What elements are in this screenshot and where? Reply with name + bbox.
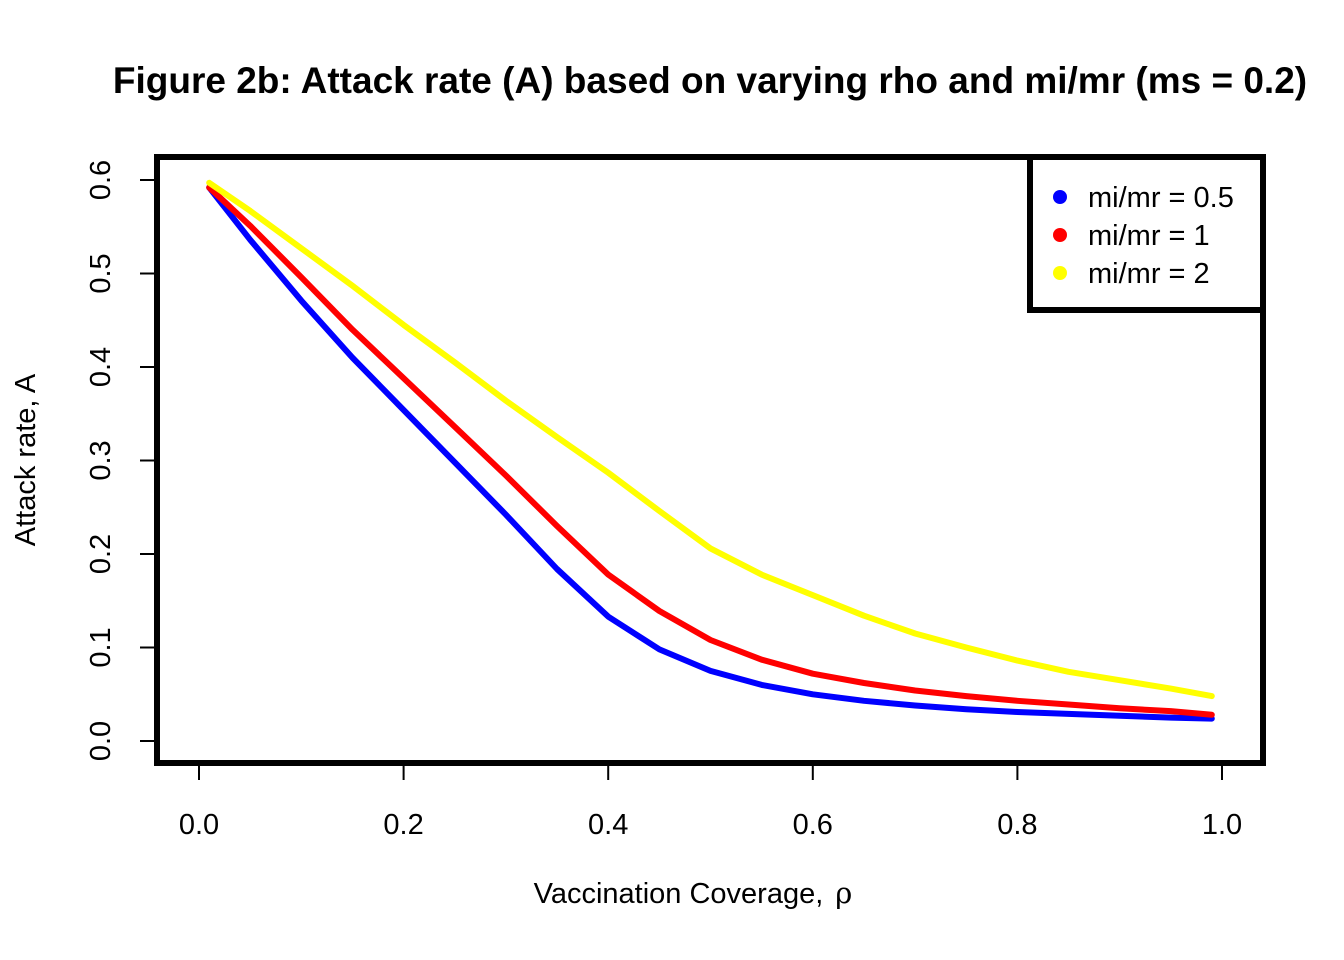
legend-label: mi/mr = 0.5 bbox=[1088, 182, 1234, 214]
y-tick-label: 0.1 bbox=[85, 627, 117, 667]
y-tick-label: 0.6 bbox=[85, 160, 117, 200]
y-tick-label: 0.5 bbox=[85, 253, 117, 293]
y-tick-label: 0.2 bbox=[85, 534, 117, 574]
x-tick-label: 0.4 bbox=[588, 809, 628, 841]
x-axis-label-symbol: ρ bbox=[835, 876, 852, 910]
x-axis-label-text: Vaccination Coverage, bbox=[534, 878, 824, 910]
y-axis-label: Attack rate, A bbox=[10, 373, 42, 546]
x-tick-label: 0.6 bbox=[793, 809, 833, 841]
legend-marker bbox=[1053, 266, 1067, 280]
x-axis-label: Vaccination Coverage, ρ bbox=[534, 876, 853, 910]
legend-marker bbox=[1053, 190, 1067, 204]
chart-title: Figure 2b: Attack rate (A) based on vary… bbox=[113, 60, 1307, 101]
x-tick-label: 0.0 bbox=[179, 809, 219, 841]
series-line-3 bbox=[206, 179, 1215, 700]
legend-box bbox=[1027, 154, 1266, 313]
legend-label: mi/mr = 1 bbox=[1088, 220, 1210, 252]
y-tick-label: 0.0 bbox=[85, 721, 117, 761]
x-tick-label: 0.8 bbox=[997, 809, 1037, 841]
y-axis: 0.0 0.1 0.2 0.3 0.4 0.5 0.6 bbox=[85, 160, 157, 761]
series-line-1 bbox=[206, 184, 1215, 722]
series-line-2 bbox=[206, 184, 1215, 718]
x-axis: 0.0 0.2 0.4 0.6 0.8 1.0 bbox=[179, 763, 1242, 841]
x-tick-label: 0.2 bbox=[383, 809, 423, 841]
legend-label: mi/mr = 2 bbox=[1088, 258, 1210, 290]
legend-marker bbox=[1053, 228, 1067, 242]
legend: mi/mr = 0.5 mi/mr = 1 mi/mr = 2 bbox=[1027, 154, 1266, 313]
x-tick-label: 1.0 bbox=[1202, 809, 1242, 841]
y-tick-label: 0.3 bbox=[85, 440, 117, 480]
y-tick-label: 0.4 bbox=[85, 347, 117, 387]
